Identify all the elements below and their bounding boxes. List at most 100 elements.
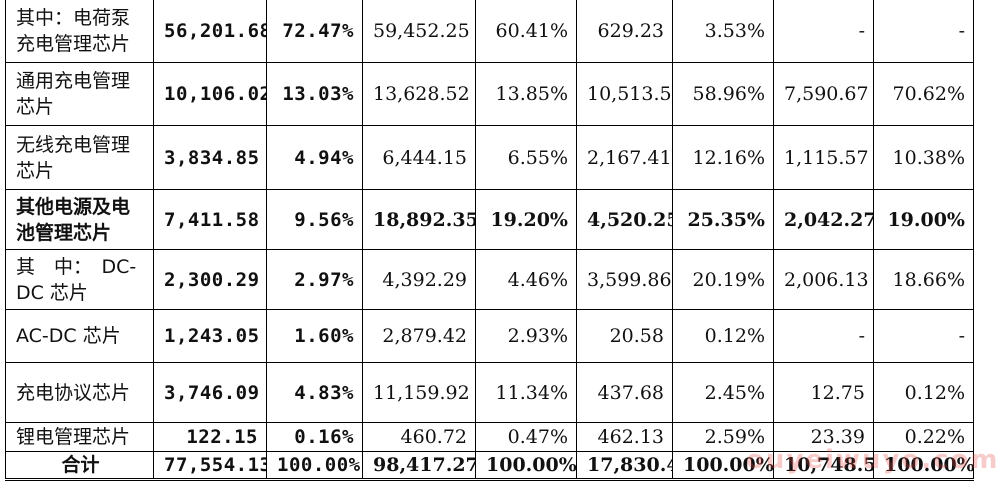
cell-amount: 460.72 (362, 422, 476, 452)
cell-share: 0.22% (873, 422, 974, 452)
row-label-line: DC 芯片 (16, 281, 88, 304)
cell-amount: 3,746.09 (153, 362, 267, 423)
cell-amount: 12.75 (773, 362, 874, 423)
cell-share: 10.38% (873, 125, 974, 190)
cell-share: 100.00% (873, 451, 974, 481)
cell-amount: 18,892.35 (362, 189, 476, 250)
row-label-line: 通用充电管理 (16, 70, 131, 92)
cell-amount: 98,417.27 (362, 451, 476, 481)
cell-amount: 2,879.42 (362, 309, 476, 363)
cell-share: 0.12% (873, 362, 974, 423)
cell-amount: 77,554.13 (153, 451, 267, 481)
cell-amount: 4,392.29 (362, 249, 476, 310)
cell-amount: - (773, 0, 874, 63)
row-label-line: 芯片 (16, 96, 55, 118)
cell-share: 72.47% (266, 0, 363, 63)
cell-amount: 462.13 (576, 422, 673, 452)
cell-amount: 10,748.51 (773, 451, 874, 481)
row-label-line: 其 中： DC- (16, 255, 137, 278)
row-label-line: 其中：电荷泵 (16, 7, 131, 29)
cell-share: 2.93% (475, 309, 577, 363)
cell-share: 2.59% (672, 422, 774, 452)
table-row: 其中：电荷泵 充电管理芯片 56,201.68 72.47% 59,452.25 … (5, 0, 974, 63)
cell-amount: 2,006.13 (773, 249, 874, 310)
table-row: 其他电源及电 池管理芯片 7,411.58 9.56% 18,892.35 19.… (5, 189, 974, 250)
row-label-line: 芯片 (16, 159, 55, 182)
cell-amount: 3,834.85 (153, 125, 267, 190)
table-row: 锂电管理芯片 122.15 0.16% 460.72 0.47% 462.13 … (5, 422, 974, 452)
table-row: 充电协议芯片 3,746.09 4.83% 11,159.92 11.34% 4… (5, 362, 974, 423)
cell-amount: 17,830.41 (576, 451, 673, 481)
cell-amount: 437.68 (576, 362, 673, 423)
cell-share: 18.66% (873, 249, 974, 310)
table-row: 其 中： DC- DC 芯片 2,300.29 2.97% 4,392.29 4.… (5, 249, 974, 310)
cell-share: 100.00% (475, 451, 577, 481)
cell-share: 25.35% (672, 189, 774, 250)
table-row: AC-DC 芯片 1,243.05 1.60% 2,879.42 2.93% 2… (5, 309, 974, 363)
cell-share: 4.83% (266, 362, 363, 423)
cell-amount: 4,520.25 (576, 189, 673, 250)
cell-amount: 59,452.25 (362, 0, 476, 63)
row-label: 其中：电荷泵 充电管理芯片 (5, 0, 154, 63)
cell-share: 11.34% (475, 362, 577, 423)
table-row: 无线充电管理 芯片 3,834.85 4.94% 6,444.15 6.55% 2… (5, 125, 974, 190)
cell-amount: 2,167.41 (576, 125, 673, 190)
cell-amount: 23.39 (773, 422, 874, 452)
cell-amount: 1,115.57 (773, 125, 874, 190)
cell-share: 1.60% (266, 309, 363, 363)
cell-share: 2.97% (266, 249, 363, 310)
cell-share: 4.46% (475, 249, 577, 310)
cell-share: 58.96% (672, 62, 774, 126)
table-body: 其中：电荷泵 充电管理芯片 56,201.68 72.47% 59,452.25 … (5, 0, 974, 481)
cell-share: 100.00% (672, 451, 774, 481)
cell-share: 6.55% (475, 125, 577, 190)
cell-share: 0.16% (266, 422, 363, 452)
cell-amount: 2,300.29 (153, 249, 267, 310)
cell-share: 13.03% (266, 62, 363, 126)
cell-amount: 10,513.52 (576, 62, 673, 126)
cell-share: 4.94% (266, 125, 363, 190)
cell-amount: 6,444.15 (362, 125, 476, 190)
cell-share: 19.20% (475, 189, 577, 250)
row-label-line: 其他电源及电 (16, 195, 131, 218)
cell-share: 60.41% (475, 0, 577, 63)
cell-share: 2.45% (672, 362, 774, 423)
total-row: 合计 77,554.13 100.00% 98,417.27 100.00% 1… (5, 451, 974, 481)
row-label: 无线充电管理 芯片 (5, 125, 154, 190)
row-label-line: 无线充电管理 (16, 133, 131, 156)
cell-amount: 3,599.86 (576, 249, 673, 310)
cell-share: 100.00% (266, 451, 363, 481)
cell-amount: 629.23 (576, 0, 673, 63)
row-label: 通用充电管理 芯片 (5, 62, 154, 126)
cell-share: 0.12% (672, 309, 774, 363)
row-label: AC-DC 芯片 (5, 309, 154, 363)
cell-amount: 7,590.67 (773, 62, 874, 126)
cell-share: 20.19% (672, 249, 774, 310)
cell-amount: 56,201.68 (153, 0, 267, 63)
cell-amount: 20.58 (576, 309, 673, 363)
revenue-breakdown-table: 其中：电荷泵 充电管理芯片 56,201.68 72.47% 59,452.25 … (5, 0, 974, 481)
total-label: 合计 (5, 451, 154, 481)
row-label: 充电协议芯片 (5, 362, 154, 423)
row-label-line: 充电管理芯片 (16, 33, 131, 55)
cell-amount: - (773, 309, 874, 363)
cell-amount: 2,042.27 (773, 189, 874, 250)
table-row: 通用充电管理 芯片 10,106.02 13.03% 13,628.52 13.8… (5, 62, 974, 126)
cell-share: 13.85% (475, 62, 577, 126)
row-label: 其 中： DC- DC 芯片 (5, 249, 154, 310)
cell-amount: 13,628.52 (362, 62, 476, 126)
cell-amount: 10,106.02 (153, 62, 267, 126)
cell-share: 0.47% (475, 422, 577, 452)
row-label-line: 池管理芯片 (16, 221, 112, 244)
cell-share: 70.62% (873, 62, 974, 126)
row-label: 锂电管理芯片 (5, 422, 154, 452)
cell-share: - (873, 0, 974, 63)
cell-share: - (873, 309, 974, 363)
cell-amount: 1,243.05 (153, 309, 267, 363)
cell-amount: 11,159.92 (362, 362, 476, 423)
row-label: 其他电源及电 池管理芯片 (5, 189, 154, 250)
cell-share: 19.00% (873, 189, 974, 250)
cell-share: 3.53% (672, 0, 774, 63)
cell-share: 12.16% (672, 125, 774, 190)
cell-amount: 122.15 (153, 422, 267, 452)
